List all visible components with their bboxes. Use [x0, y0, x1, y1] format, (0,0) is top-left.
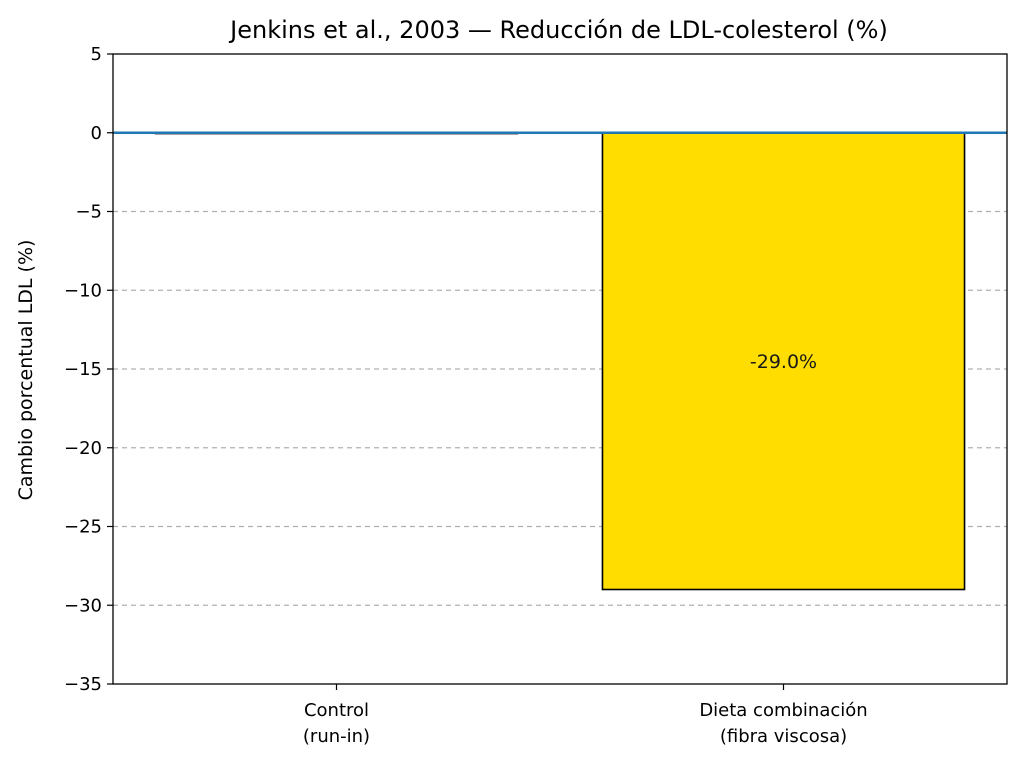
- y-tick-label: −5: [75, 202, 102, 223]
- y-tick-label: −15: [64, 359, 102, 380]
- y-tick-label: −10: [64, 280, 102, 301]
- bar-value-label: -29.0%: [750, 351, 817, 373]
- y-tick-label: −30: [64, 595, 102, 616]
- x-tick-label-line: (run-in): [303, 726, 370, 747]
- y-tick-label: 5: [91, 44, 102, 65]
- y-tick-label: 0: [91, 123, 102, 144]
- y-tick-label: −25: [64, 517, 102, 538]
- y-tick-label: −20: [64, 438, 102, 459]
- x-tick-label: Control (run-in): [303, 700, 370, 747]
- y-tick-label: −35: [64, 674, 102, 695]
- x-tick-label-line: Control: [304, 700, 369, 721]
- plot-area: -29.0% 5 0 −5 −10 −15 −20 −25 −30 −35 Control (run-…: [64, 44, 1008, 747]
- x-tick-label-line: Dieta combinación: [699, 700, 867, 721]
- x-tick-label: Dieta combinación (fibra viscosa): [699, 700, 867, 747]
- x-tick-label-line: (fibra viscosa): [720, 726, 847, 747]
- y-axis-label: Cambio porcentual LDL (%): [15, 240, 37, 501]
- chart-title: Jenkins et al., 2003 — Reducción de LDL-…: [228, 16, 888, 44]
- bar: [601, 131, 966, 591]
